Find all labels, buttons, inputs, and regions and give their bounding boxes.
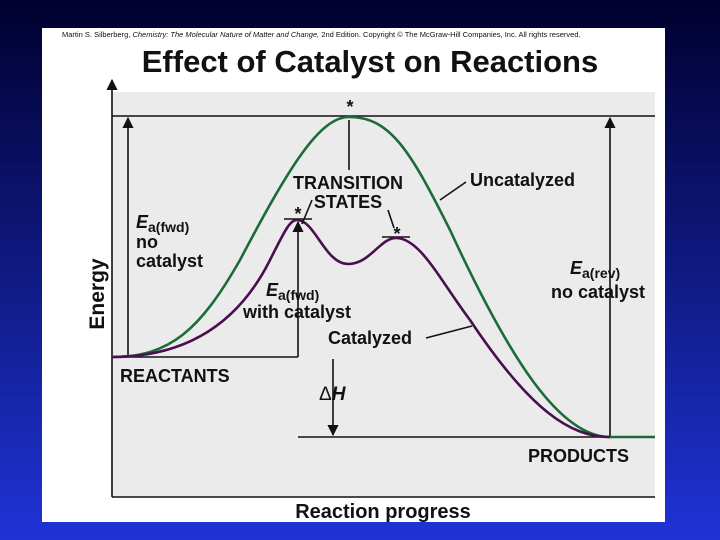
ea-label: catalyst (136, 251, 203, 271)
text-part: a(rev) (582, 265, 620, 281)
text-part: a(fwd) (148, 219, 189, 235)
citation-author: Martin S. Silberberg, (62, 30, 130, 39)
title: Effect of Catalyst on Reactions (142, 44, 598, 79)
text-part: Δ (319, 384, 332, 405)
delta-h-label: ΔH (319, 384, 347, 405)
citation-book: Chemistry: The Molecular Nature of Matte… (132, 30, 319, 39)
star: * (294, 204, 301, 224)
x-axis-label: Reaction progress (295, 501, 471, 523)
ea-label: Ea(rev) (570, 258, 620, 281)
transition-label: TRANSITION (293, 173, 403, 193)
ea-label: Ea(fwd) (266, 280, 319, 303)
ea-label: with catalyst (242, 302, 351, 322)
catalyzed-curve (111, 218, 611, 439)
pointer (439, 181, 467, 201)
ea-label: no catalyst (551, 282, 645, 302)
catalyzed-label: Catalyzed (328, 328, 412, 348)
uncatalyzed-label: Uncatalyzed (470, 170, 575, 190)
ea-label: no (136, 232, 158, 252)
pointer (387, 209, 395, 229)
pointer (425, 325, 473, 339)
star: * (393, 224, 400, 244)
citation: Martin S. Silberberg, Chemistry: The Mol… (62, 30, 581, 39)
star: * (346, 97, 353, 117)
y-axis-label: Energy (86, 258, 109, 330)
products-label: PRODUCTS (528, 446, 629, 466)
reactants-label: REACTANTS (120, 366, 230, 386)
text-part: a(fwd) (278, 287, 319, 303)
text-part: E (570, 258, 583, 278)
text-part: H (332, 384, 347, 405)
text-part: E (266, 280, 279, 300)
uncatalyzed-curve (111, 115, 655, 439)
ea-label: Ea(fwd) (136, 212, 189, 235)
transition-label: STATES (314, 192, 382, 212)
text-part: E (136, 212, 149, 232)
plot-area (112, 92, 655, 497)
citation-copyright: Copyright © The McGraw-Hill Companies, I… (363, 30, 581, 39)
pointer (301, 199, 313, 225)
citation-edition: 2nd Edition. (321, 30, 361, 39)
